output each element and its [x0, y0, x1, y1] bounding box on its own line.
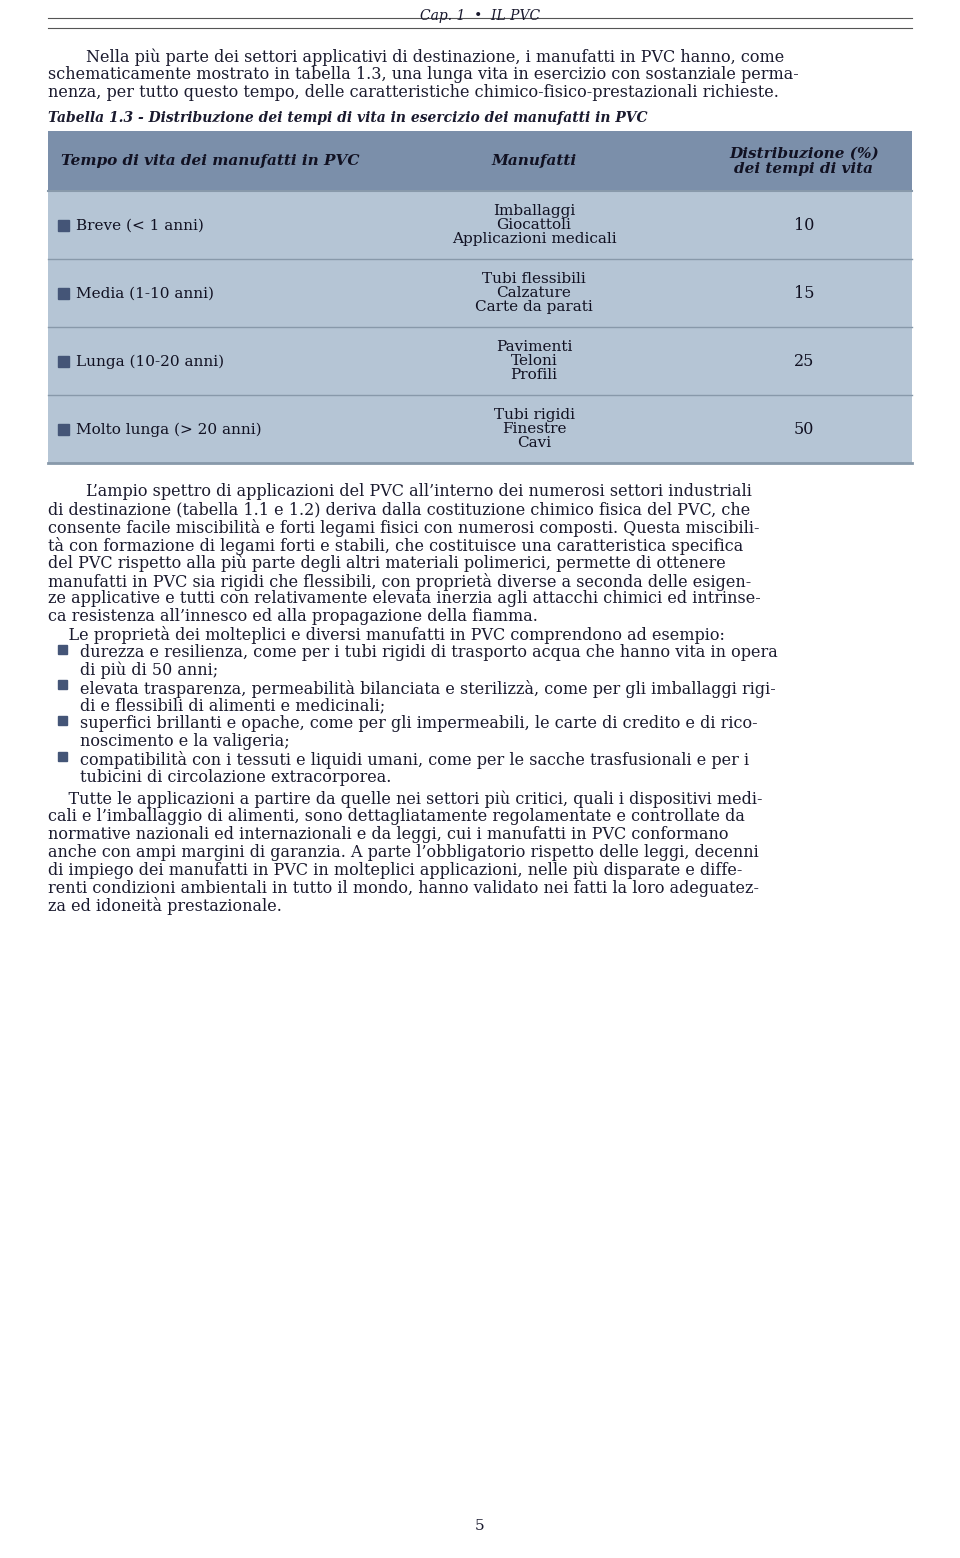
- Text: Finestre: Finestre: [502, 422, 566, 436]
- Bar: [58, 715, 67, 724]
- Bar: [48, 131, 912, 192]
- Text: elevata trasparenza, permeabilità bilanciata e sterilizzà, come per gli imballag: elevata trasparenza, permeabilità bilanc…: [80, 679, 776, 698]
- Text: manufatti in PVC sia rigidi che flessibili, con proprietà diverse a seconda dell: manufatti in PVC sia rigidi che flessibi…: [48, 573, 752, 590]
- Text: Teloni: Teloni: [511, 355, 558, 369]
- Bar: [58, 751, 67, 760]
- Text: Imballaggi: Imballaggi: [492, 204, 575, 218]
- Text: durezza e resilienza, come per i tubi rigidi di trasporto acqua che hanno vita i: durezza e resilienza, come per i tubi ri…: [80, 643, 778, 661]
- Text: superfici brillanti e opache, come per gli impermeabili, le carte di credito e d: superfici brillanti e opache, come per g…: [80, 715, 757, 732]
- Text: normative nazionali ed internazionali e da leggi, cui i manufatti in PVC conform: normative nazionali ed internazionali e …: [48, 826, 729, 843]
- Text: Nella più parte dei settori applicativi di destinazione, i manufatti in PVC hann: Nella più parte dei settori applicativi …: [86, 48, 784, 65]
- Text: tà con formazione di legami forti e stabili, che costituisce una caratteristica : tà con formazione di legami forti e stab…: [48, 538, 743, 555]
- Text: Calzature: Calzature: [496, 287, 571, 301]
- Text: Giocattoli: Giocattoli: [496, 218, 571, 232]
- Bar: [48, 396, 912, 463]
- Bar: [58, 355, 69, 368]
- Text: 5: 5: [475, 1519, 485, 1533]
- Bar: [58, 424, 69, 435]
- Text: nenza, per tutto questo tempo, delle caratteristiche chimico-fisico-prestazional: nenza, per tutto questo tempo, delle car…: [48, 84, 779, 101]
- Text: 10: 10: [794, 217, 814, 234]
- Text: Breve (< 1 anni): Breve (< 1 anni): [76, 218, 204, 232]
- Text: noscimento e la valigeria;: noscimento e la valigeria;: [80, 732, 290, 749]
- Text: schematicamente mostrato in tabella 1.3, una lunga vita in esercizio con sostanz: schematicamente mostrato in tabella 1.3,…: [48, 65, 799, 83]
- Text: Cavi: Cavi: [516, 436, 551, 450]
- Text: di destinazione (tabella 1.1 e 1.2) deriva dalla costituzione chimico fisica del: di destinazione (tabella 1.1 e 1.2) deri…: [48, 502, 751, 519]
- Text: ca resistenza all’innesco ed alla propagazione della fiamma.: ca resistenza all’innesco ed alla propag…: [48, 608, 538, 625]
- Text: Tutte le applicazioni a partire da quelle nei settori più critici, quali i dispo: Tutte le applicazioni a partire da quell…: [48, 790, 762, 809]
- Text: di più di 50 anni;: di più di 50 anni;: [80, 662, 218, 679]
- Text: Tempo di vita dei manufatti in PVC: Tempo di vita dei manufatti in PVC: [60, 154, 359, 168]
- Text: compatibilità con i tessuti e liquidi umani, come per le sacche trasfusionali e : compatibilità con i tessuti e liquidi um…: [80, 751, 749, 768]
- Bar: [48, 192, 912, 260]
- Text: Molto lunga (> 20 anni): Molto lunga (> 20 anni): [76, 422, 262, 436]
- Text: Carte da parati: Carte da parati: [475, 301, 593, 315]
- Bar: [58, 220, 69, 231]
- Text: 15: 15: [794, 285, 814, 302]
- Text: di e flessibili di alimenti e medicinali;: di e flessibili di alimenti e medicinali…: [80, 698, 385, 715]
- Text: dei tempi di vita: dei tempi di vita: [734, 162, 874, 176]
- Text: Pavimenti: Pavimenti: [495, 341, 572, 355]
- Text: Media (1-10 anni): Media (1-10 anni): [76, 287, 214, 301]
- Text: Tabella 1.3 - Distribuzione dei tempi di vita in esercizio dei manufatti in PVC: Tabella 1.3 - Distribuzione dei tempi di…: [48, 112, 647, 126]
- Text: 25: 25: [794, 354, 814, 369]
- Text: ze applicative e tutti con relativamente elevata inerzia agli attacchi chimici e: ze applicative e tutti con relativamente…: [48, 590, 760, 608]
- Text: 50: 50: [794, 421, 814, 438]
- Text: L’ampio spettro di applicazioni del PVC all’interno dei numerosi settori industr: L’ampio spettro di applicazioni del PVC …: [86, 483, 752, 500]
- Text: Tubi rigidi: Tubi rigidi: [493, 408, 574, 422]
- Text: cali e l’imballaggio di alimenti, sono dettagliatamente regolamentate e controll: cali e l’imballaggio di alimenti, sono d…: [48, 809, 745, 826]
- Text: Lunga (10-20 anni): Lunga (10-20 anni): [76, 354, 224, 369]
- Text: renti condizioni ambientali in tutto il mondo, hanno validato nei fatti la loro : renti condizioni ambientali in tutto il …: [48, 880, 759, 896]
- Bar: [48, 327, 912, 396]
- Text: tubicini di circolazione extracorporea.: tubicini di circolazione extracorporea.: [80, 768, 392, 785]
- Text: Le proprietà dei molteplici e diversi manufatti in PVC comprendono ad esempio:: Le proprietà dei molteplici e diversi ma…: [48, 626, 725, 643]
- Bar: [48, 260, 912, 327]
- Bar: [58, 681, 67, 689]
- Text: Manufatti: Manufatti: [492, 154, 577, 168]
- Text: Applicazioni medicali: Applicazioni medicali: [452, 232, 616, 246]
- Text: Cap. 1  •  IL PVC: Cap. 1 • IL PVC: [420, 9, 540, 23]
- Text: Profili: Profili: [511, 369, 558, 382]
- Text: Distribuzione (%): Distribuzione (%): [730, 146, 878, 160]
- Bar: [58, 645, 67, 653]
- Text: del PVC rispetto alla più parte degli altri materiali polimerici, permette di ot: del PVC rispetto alla più parte degli al…: [48, 555, 726, 572]
- Text: anche con ampi margini di garanzia. A parte l’obbligatorio rispetto delle leggi,: anche con ampi margini di garanzia. A pa…: [48, 844, 758, 862]
- Bar: [58, 288, 69, 299]
- Text: di impiego dei manufatti in PVC in molteplici applicazioni, nelle più disparate : di impiego dei manufatti in PVC in molte…: [48, 862, 742, 879]
- Text: za ed idoneità prestazionale.: za ed idoneità prestazionale.: [48, 897, 282, 916]
- Text: Tubi flessibili: Tubi flessibili: [482, 273, 586, 287]
- Text: consente facile miscibilità e forti legami fisici con numerosi composti. Questa : consente facile miscibilità e forti lega…: [48, 519, 759, 538]
